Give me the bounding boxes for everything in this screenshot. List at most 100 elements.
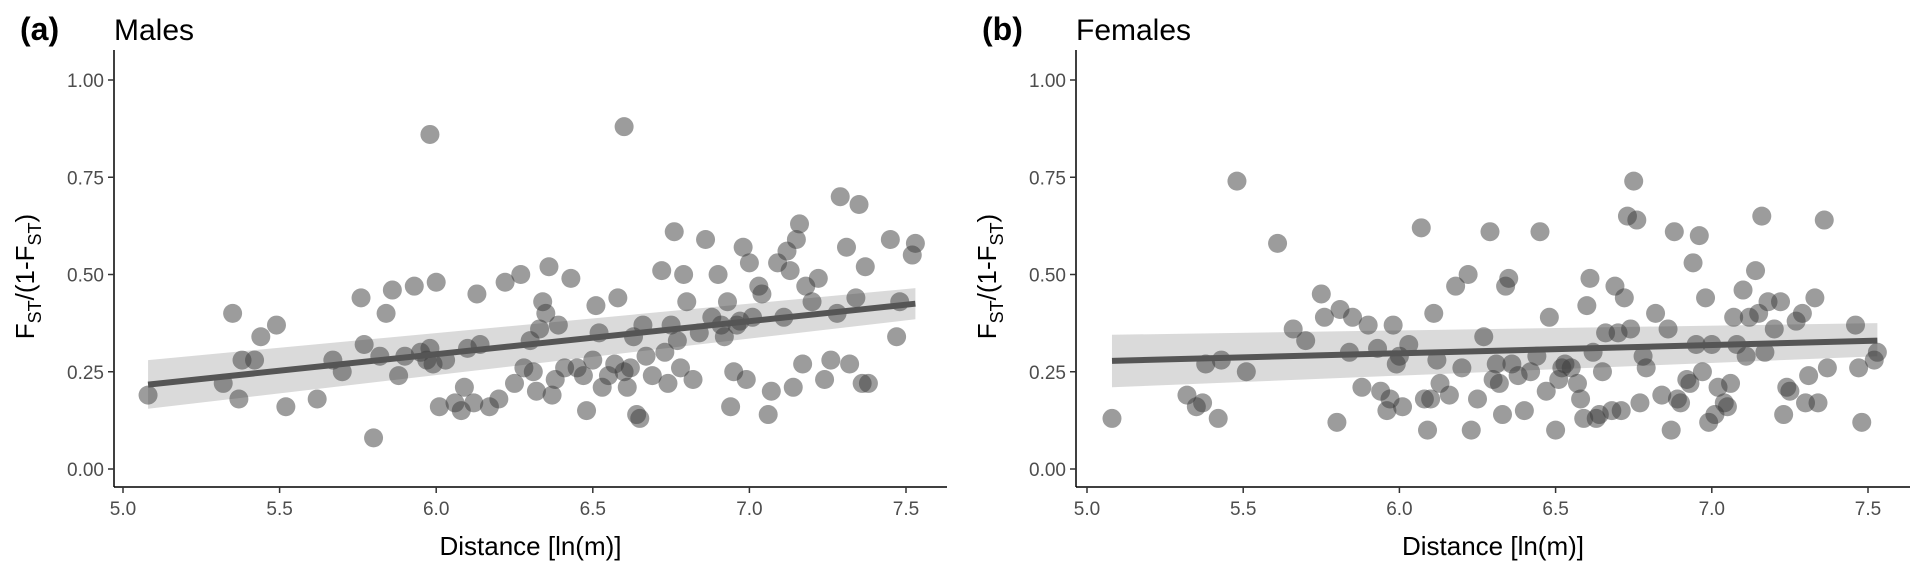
data-point (658, 373, 678, 393)
data-point (573, 366, 593, 386)
data-point (1646, 303, 1666, 323)
data-point (1624, 171, 1644, 191)
y-axis-title-part: /(1-F (10, 245, 40, 300)
data-point (1489, 373, 1509, 393)
data-point (1314, 307, 1334, 327)
data-point (636, 346, 656, 366)
data-point (1771, 292, 1791, 312)
data-point (577, 401, 597, 421)
data-point (1658, 319, 1678, 339)
data-point (617, 377, 637, 397)
data-point (1746, 261, 1766, 281)
data-point (664, 222, 684, 242)
data-point (1592, 362, 1612, 382)
data-point (840, 354, 860, 374)
data-point (276, 397, 296, 417)
data-point (266, 315, 286, 335)
scatter-points (1102, 171, 1887, 440)
y-axis-title-subscript: ST (987, 300, 1007, 323)
data-point (1689, 226, 1709, 246)
data-point (1561, 358, 1581, 378)
data-point (464, 393, 484, 413)
data-point (1630, 393, 1650, 413)
data-point (1867, 342, 1887, 362)
data-point (1446, 276, 1466, 296)
data-point (1680, 373, 1700, 393)
data-point (849, 194, 869, 214)
data-point (1296, 331, 1316, 351)
y-tick-label: 0.25 (67, 363, 104, 384)
data-point (670, 358, 690, 378)
data-point (696, 229, 716, 249)
data-point (614, 117, 634, 137)
data-point (761, 381, 781, 401)
x-tick-label: 7.5 (1855, 499, 1881, 520)
data-point (1621, 319, 1641, 339)
data-point (783, 377, 803, 397)
data-point (1764, 319, 1784, 339)
data-point (880, 229, 900, 249)
data-point (1236, 362, 1256, 382)
x-axis-title: Distance [ln(m)] (1402, 531, 1584, 561)
data-point (1846, 315, 1866, 335)
data-point (505, 373, 524, 393)
x-tick-label: 7.0 (736, 499, 762, 520)
x-tick-label: 6.5 (1542, 499, 1568, 520)
data-point (1567, 373, 1587, 393)
data-point (1193, 393, 1213, 413)
data-point (1311, 284, 1331, 304)
data-point (1577, 296, 1597, 316)
data-point (1808, 393, 1828, 413)
data-point (790, 214, 810, 234)
data-point (855, 257, 875, 277)
data-point (1805, 288, 1825, 308)
data-point (364, 428, 384, 448)
x-tick-label: 5.0 (1074, 499, 1100, 520)
x-tick-label: 6.5 (580, 499, 606, 520)
data-point (642, 366, 662, 386)
data-point (708, 265, 728, 284)
data-point (583, 350, 603, 370)
data-point (467, 284, 487, 304)
data-point (1571, 389, 1591, 409)
data-point (1452, 358, 1472, 378)
data-point (586, 296, 606, 316)
data-point (1546, 420, 1566, 440)
data-point (1418, 420, 1438, 440)
data-point (1717, 397, 1737, 417)
data-point (1814, 210, 1834, 230)
data-point (846, 288, 866, 308)
data-point (1849, 358, 1869, 378)
y-tick-label: 0.00 (1029, 460, 1066, 481)
data-point (389, 366, 409, 386)
x-tick-label: 5.5 (1230, 499, 1256, 520)
data-point (229, 389, 249, 409)
data-point (1652, 385, 1672, 405)
data-point (1752, 206, 1772, 226)
data-point (758, 405, 778, 425)
data-point (858, 373, 878, 393)
x-tick-label: 7.0 (1699, 499, 1725, 520)
data-point (1399, 335, 1419, 355)
data-point (780, 261, 800, 281)
data-point (536, 303, 556, 323)
data-point (836, 237, 856, 257)
data-point (1736, 346, 1756, 366)
y-axis-title: FST/(1-FST) (972, 214, 1007, 339)
data-point (620, 358, 640, 378)
panel-title: Males (114, 14, 194, 47)
data-point (1664, 222, 1684, 242)
data-point (245, 350, 265, 370)
y-axis-title: FST/(1-FST) (10, 214, 45, 339)
data-point (1327, 412, 1347, 432)
data-point (539, 257, 559, 277)
panel-label: (a) (20, 11, 59, 47)
x-tick-label: 6.0 (1386, 499, 1412, 520)
data-point (1439, 385, 1459, 405)
data-point (1208, 408, 1228, 428)
data-point (739, 253, 759, 273)
data-point (1661, 420, 1681, 440)
data-point (1792, 303, 1812, 323)
data-point (376, 303, 396, 323)
